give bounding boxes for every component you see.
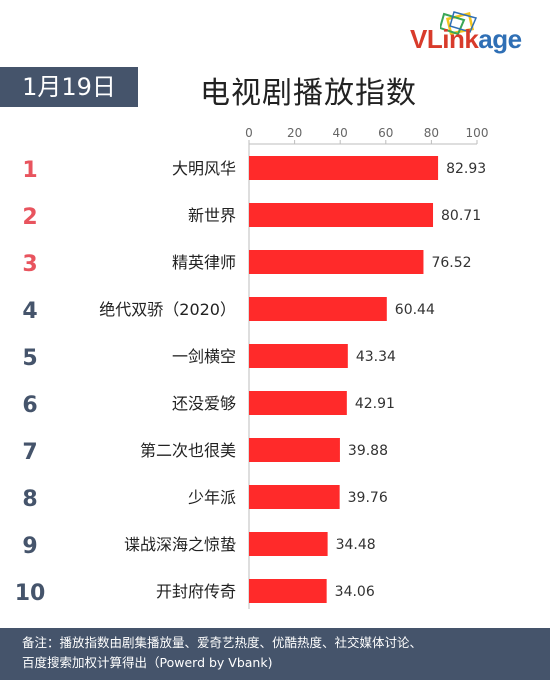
category-label: 谍战深海之惊蛰 [124,535,236,554]
rank-number: 3 [22,252,37,277]
bar [249,391,347,415]
rank-number: 10 [15,581,46,606]
logo-frame-icon [440,11,478,36]
category-label: 第二次也很美 [140,441,236,460]
x-tick-label: 20 [287,126,302,140]
vlinkage-logo: VLinkage [410,10,535,54]
value-label: 34.06 [335,584,375,600]
date-badge: 1月19日 [0,67,138,107]
rank-number: 9 [22,534,37,559]
category-label: 精英律师 [172,253,236,272]
footnote-line-2: 百度搜索加权计算得出（Powerd by Vbank) [22,655,273,670]
logo-text: VLinkage [410,24,522,54]
value-label: 43.34 [356,349,396,365]
ranking-bar-chart: 0 20 40 60 80 100 1 大明风华 82.93 2 新世界 80.71 3 精英律师 76.5… [15,126,489,609]
rank-number: 6 [22,393,37,418]
value-label: 60.44 [395,302,435,318]
rank-number: 2 [22,205,37,230]
bar [249,579,327,603]
rank-number: 5 [22,346,37,371]
rank-number: 4 [22,299,37,324]
value-label: 76.52 [431,255,471,271]
rank-number: 7 [22,440,37,465]
bar [249,156,439,180]
value-label: 39.76 [348,490,388,506]
bar [249,532,328,556]
category-label: 少年派 [188,488,236,507]
value-label: 39.88 [348,443,388,459]
category-label: 还没爱够 [172,394,236,413]
footnote-line-1: 备注：播放指数由剧集播放量、爱奇艺热度、优酷热度、社交媒体讨论、 [22,635,423,650]
x-tick-label: 80 [424,126,439,140]
bar [249,438,340,462]
x-tick-label: 0 [245,126,253,140]
value-label: 34.48 [336,537,376,553]
x-tick-label: 60 [378,126,393,140]
bar [249,297,387,321]
x-tick-label: 40 [333,126,348,140]
category-label: 绝代双骄（2020） [99,300,236,319]
footnote: 备注：播放指数由剧集播放量、爱奇艺热度、优酷热度、社交媒体讨论、 百度搜索加权计… [0,628,550,680]
bar [249,250,424,274]
bar [249,485,340,509]
category-label: 新世界 [188,206,236,225]
rank-number: 8 [22,487,37,512]
page-title: 电视剧播放指数 [200,76,417,111]
category-label: 一剑横空 [172,347,236,366]
value-label: 42.91 [355,396,395,412]
rank-number: 1 [22,158,37,183]
x-tick-label: 100 [466,126,489,140]
value-label: 80.71 [441,208,481,224]
category-label: 开封府传奇 [156,582,236,601]
bar [249,203,434,227]
value-label: 82.93 [446,161,486,177]
category-label: 大明风华 [172,159,236,178]
bar [249,344,348,368]
